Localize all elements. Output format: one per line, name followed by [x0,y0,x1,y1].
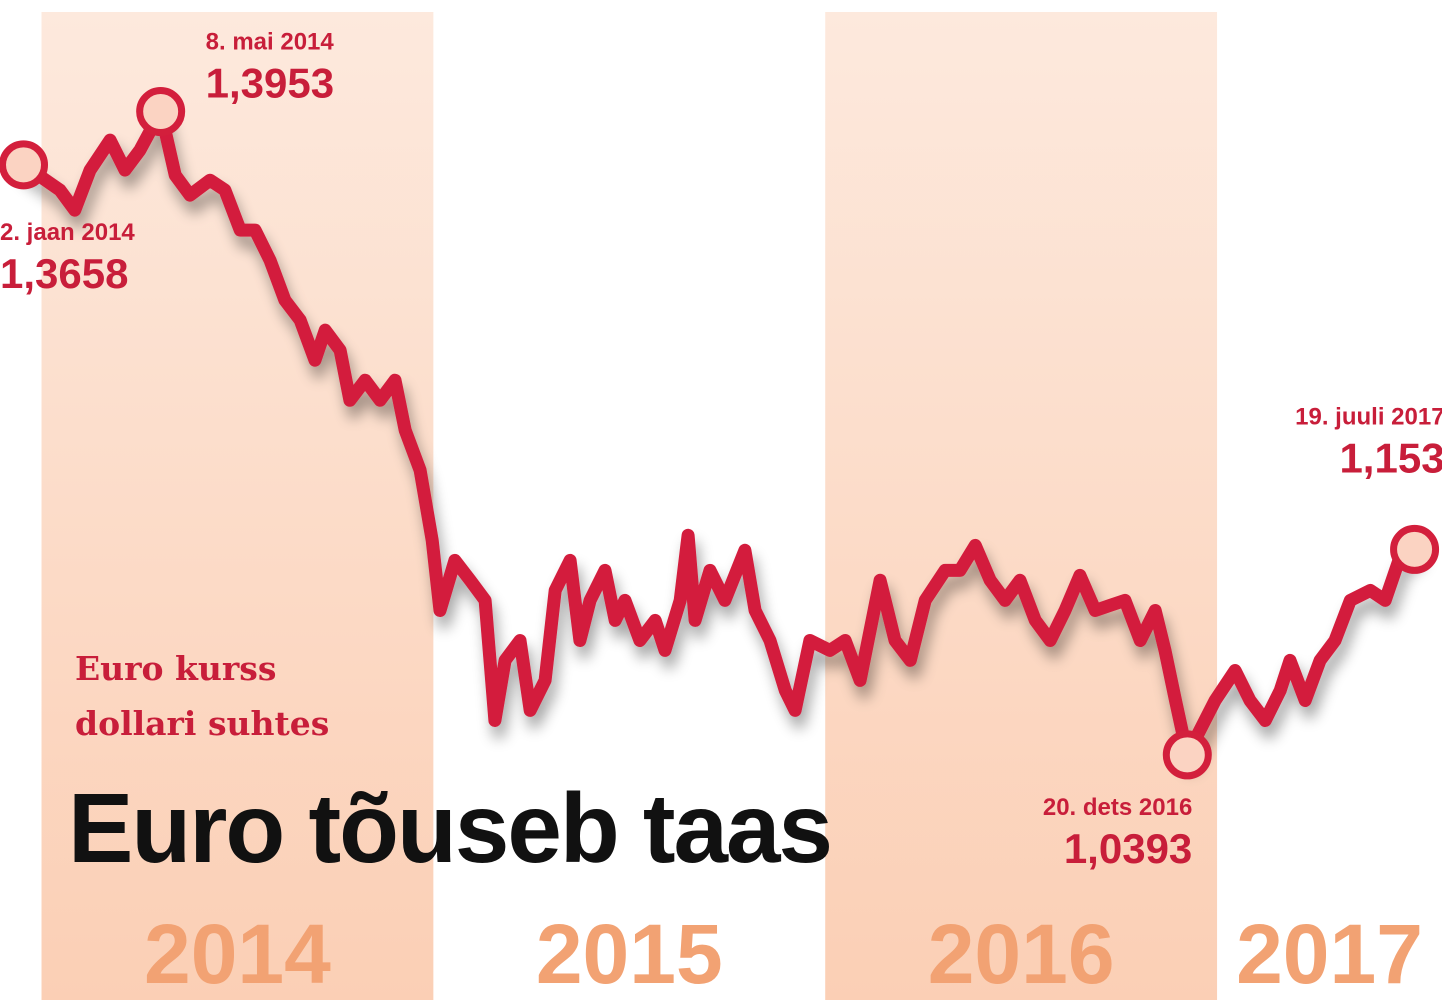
subtitle: Euro kurss [75,649,276,688]
x-tick-label: 2015 [536,907,723,1001]
annotation-date: 19. juuli 2017 [1295,403,1442,430]
plot [0,87,1440,780]
year-band [41,12,434,1000]
subtitle: dollari suhtes [75,704,329,743]
annotation-date: 2. jaan 2014 [0,219,135,246]
highlight-point [0,140,49,190]
annotation-value: 1,0393 [1064,825,1192,872]
x-tick-label: 2016 [928,907,1115,1001]
annotation-date: 20. dets 2016 [1043,794,1192,821]
year-bands: 2014 2015 2016 2017 [41,12,1423,1001]
labels: Euro kurss dollari suhtes Euro tõuseb ta… [0,29,1442,883]
annotation-date: 8. mai 2014 [206,29,335,56]
year-band [825,12,1218,1000]
chart-title: Euro tõuseb taas [68,773,831,883]
annotation-value: 1,3658 [0,250,128,297]
x-tick-label: 2014 [144,907,331,1001]
annotation-value: 1,153 [1339,434,1442,481]
line [17,105,1422,762]
highlight-point [1390,524,1440,574]
highlight-point [1162,730,1212,780]
x-tick-label: 2017 [1236,907,1423,1001]
highlight-point [136,87,186,137]
annotation-value: 1,3953 [206,60,334,107]
